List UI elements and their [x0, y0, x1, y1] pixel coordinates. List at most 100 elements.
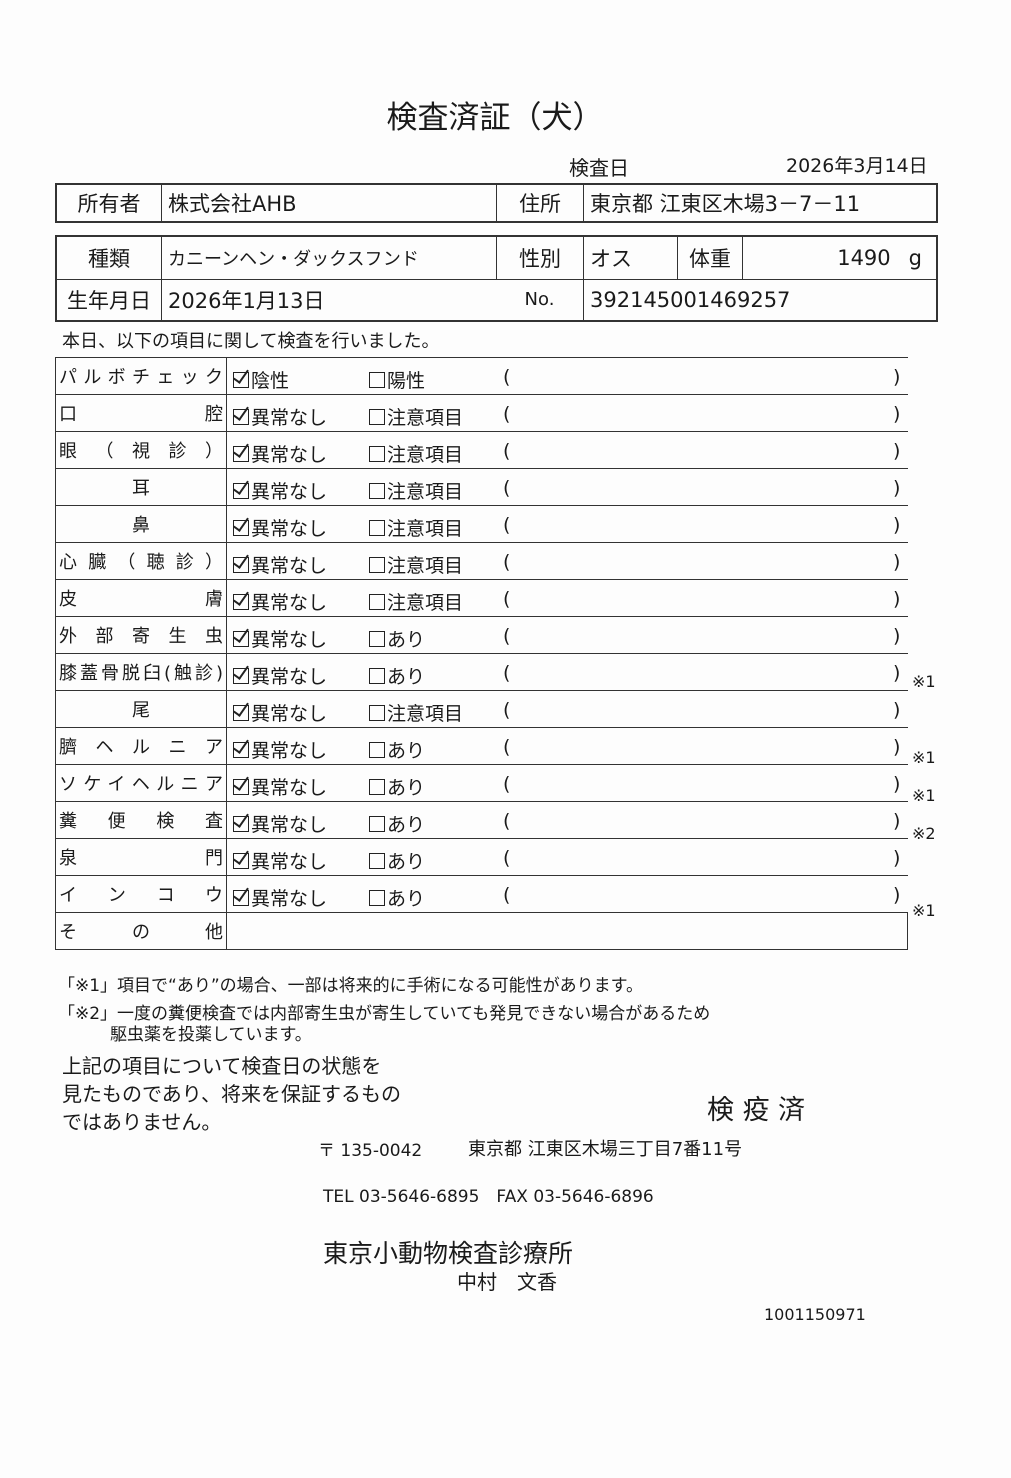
exam-row: パルボチェック 陰性 陽性 ()	[55, 357, 908, 395]
option-abnormal[interactable]: あり	[369, 773, 425, 800]
checkbox-checked-icon[interactable]	[233, 593, 249, 610]
exam-table: パルボチェック 陰性 陽性() 口 腔異常なし 注意項目() 眼（視診） 異常なし 注意項目(…	[55, 357, 908, 950]
option-normal[interactable]: 異常なし	[233, 847, 327, 874]
option-normal[interactable]: 異常なし	[233, 810, 327, 837]
checkbox-checked-icon[interactable]	[233, 408, 249, 425]
other-input[interactable]	[226, 912, 908, 950]
checkbox-checked-icon[interactable]	[233, 667, 249, 684]
remark-open-paren: (	[503, 736, 511, 758]
disclaimer: 上記の項目について検査日の状態を 見たものであり、将来を保証するもの ではありま…	[62, 1052, 401, 1136]
breed-label: 種類	[88, 247, 130, 271]
exam-result-cell: 異常なし 注意項目 ()	[226, 542, 908, 580]
checkbox-checked-icon[interactable]	[233, 704, 249, 721]
remark-close-paren: )	[893, 440, 901, 462]
checkbox-icon[interactable]	[369, 667, 385, 684]
option-abnormal[interactable]: あり	[369, 662, 425, 689]
checkbox-icon[interactable]	[369, 630, 385, 647]
checkbox-checked-icon[interactable]	[233, 630, 249, 647]
owner-value: 株式会社AHB	[161, 185, 496, 221]
exam-item-label: ソケイヘルニア	[55, 764, 227, 802]
option-abnormal[interactable]: あり	[369, 884, 425, 911]
remark-open-paren: (	[503, 699, 511, 721]
remark-close-paren: )	[893, 884, 901, 906]
checkbox-checked-icon[interactable]	[233, 815, 249, 832]
checkbox-icon[interactable]	[369, 445, 385, 462]
option-abnormal[interactable]: 注意項目	[369, 699, 463, 726]
checkbox-icon[interactable]	[369, 519, 385, 536]
option-abnormal[interactable]: 注意項目	[369, 477, 463, 504]
option-normal-label: 異常なし	[251, 888, 328, 910]
checkbox-icon[interactable]	[369, 371, 385, 388]
option-abnormal[interactable]: あり	[369, 736, 425, 763]
footnote-1: 「※1」項目で“あり”の場合、一部は将来的に手術になる可能性があります。	[58, 976, 643, 996]
option-abnormal-label: あり	[387, 666, 426, 688]
checkbox-checked-icon[interactable]	[233, 889, 249, 906]
option-normal[interactable]: 異常なし	[233, 884, 327, 911]
option-normal[interactable]: 異常なし	[233, 625, 327, 652]
checkbox-icon[interactable]	[369, 408, 385, 425]
disclaimer-line: 見たものであり、将来を保証するもの	[62, 1082, 401, 1106]
exam-result-cell: 異常なし あり ()	[226, 616, 908, 654]
option-normal[interactable]: 異常なし	[233, 662, 327, 689]
remark-open-paren: (	[503, 773, 511, 795]
exam-item-label: 臍ヘルニア	[55, 727, 227, 765]
checkbox-checked-icon[interactable]	[233, 741, 249, 758]
exam-result-cell: 異常なし 注意項目 ()	[226, 579, 908, 617]
option-abnormal[interactable]: 陽性	[369, 366, 425, 393]
checkbox-checked-icon[interactable]	[233, 519, 249, 536]
remark-open-paren: (	[503, 514, 511, 536]
clinic-name: 東京小動物検査診療所	[323, 1239, 574, 1268]
checkbox-icon[interactable]	[369, 815, 385, 832]
footnote-marker: ※1	[912, 900, 936, 920]
option-normal[interactable]: 異常なし	[233, 588, 327, 615]
option-normal[interactable]: 異常なし	[233, 736, 327, 763]
exam-row: ソケイヘルニア 異常なし あり ()	[55, 764, 908, 802]
option-normal[interactable]: 異常なし	[233, 403, 327, 430]
tel-fax: TEL 03-5646-6895 FAX 03-5646-6896	[323, 1187, 654, 1207]
checkbox-icon[interactable]	[369, 852, 385, 869]
checkbox-icon[interactable]	[369, 482, 385, 499]
remark-close-paren: )	[893, 551, 901, 573]
option-abnormal[interactable]: 注意項目	[369, 440, 463, 467]
checkbox-icon[interactable]	[369, 704, 385, 721]
option-normal[interactable]: 異常なし	[233, 699, 327, 726]
option-abnormal[interactable]: 注意項目	[369, 403, 463, 430]
checkbox-checked-icon[interactable]	[233, 482, 249, 499]
exam-item-label: 心臓（聴診）	[55, 542, 227, 580]
exam-item-label: 泉 門	[55, 838, 227, 876]
checkbox-icon[interactable]	[369, 593, 385, 610]
checkbox-checked-icon[interactable]	[233, 778, 249, 795]
checkbox-icon[interactable]	[369, 556, 385, 573]
option-normal[interactable]: 陰性	[233, 366, 289, 393]
checkbox-icon[interactable]	[369, 741, 385, 758]
checkbox-checked-icon[interactable]	[233, 445, 249, 462]
option-abnormal[interactable]: あり	[369, 810, 425, 837]
footnote-marker: ※2	[912, 824, 936, 844]
exam-row: 膝蓋骨脱臼(触診) 異常なし あり ()	[55, 653, 908, 691]
exam-row: インコウ 異常なし あり ()	[55, 875, 908, 913]
option-abnormal[interactable]: あり	[369, 847, 425, 874]
option-normal[interactable]: 異常なし	[233, 514, 327, 541]
quarantine-stamp: 検 疫 済	[707, 1095, 806, 1126]
remark-close-paren: )	[893, 625, 901, 647]
exam-item-label: パルボチェック	[55, 357, 227, 395]
option-abnormal-label: あり	[387, 629, 426, 651]
checkbox-checked-icon[interactable]	[233, 371, 249, 388]
exam-result-cell: 陰性 陽性 ()	[226, 357, 908, 395]
option-normal[interactable]: 異常なし	[233, 440, 327, 467]
checkbox-checked-icon[interactable]	[233, 852, 249, 869]
checkbox-icon[interactable]	[369, 889, 385, 906]
option-abnormal[interactable]: 注意項目	[369, 588, 463, 615]
checkbox-checked-icon[interactable]	[233, 556, 249, 573]
weight-value: 1490	[837, 246, 891, 270]
option-abnormal[interactable]: あり	[369, 625, 425, 652]
option-normal[interactable]: 異常なし	[233, 477, 327, 504]
option-abnormal[interactable]: 注意項目	[369, 514, 463, 541]
breed-value: カニーンヘン・ダックスフンド	[161, 237, 496, 279]
checkbox-icon[interactable]	[369, 778, 385, 795]
option-normal[interactable]: 異常なし	[233, 773, 327, 800]
option-normal-label: 異常なし	[251, 444, 328, 466]
option-abnormal[interactable]: 注意項目	[369, 551, 463, 578]
option-normal[interactable]: 異常なし	[233, 551, 327, 578]
